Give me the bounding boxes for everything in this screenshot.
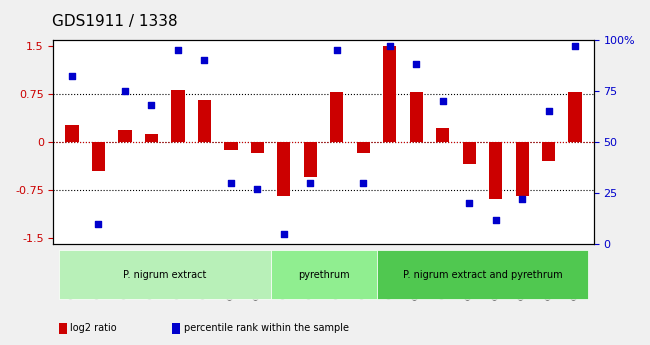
Bar bbox=[304, 142, 317, 177]
Point bbox=[385, 43, 395, 49]
Text: P. nigrum extract and pyrethrum: P. nigrum extract and pyrethrum bbox=[402, 270, 562, 280]
Point bbox=[491, 217, 501, 222]
Text: log2 ratio: log2 ratio bbox=[70, 324, 116, 333]
Point bbox=[464, 200, 474, 206]
Bar bbox=[224, 142, 237, 150]
FancyBboxPatch shape bbox=[58, 250, 270, 299]
Bar bbox=[145, 134, 158, 142]
Bar bbox=[172, 323, 181, 334]
Bar bbox=[463, 142, 476, 164]
Bar bbox=[172, 89, 185, 142]
Bar bbox=[277, 142, 291, 196]
FancyBboxPatch shape bbox=[376, 250, 588, 299]
Bar bbox=[66, 125, 79, 142]
Point bbox=[570, 43, 580, 49]
Text: GDS1911 / 1338: GDS1911 / 1338 bbox=[52, 14, 177, 29]
Bar bbox=[118, 130, 131, 142]
Point bbox=[332, 47, 342, 53]
Point bbox=[120, 88, 130, 93]
Bar bbox=[542, 142, 555, 161]
Point bbox=[226, 180, 236, 186]
Bar bbox=[436, 128, 449, 142]
Text: percentile rank within the sample: percentile rank within the sample bbox=[183, 324, 348, 333]
Point bbox=[437, 98, 448, 104]
Bar bbox=[383, 46, 396, 142]
Point bbox=[173, 47, 183, 53]
Point bbox=[279, 231, 289, 237]
Point bbox=[199, 57, 209, 63]
Bar bbox=[58, 323, 66, 334]
Point bbox=[305, 180, 315, 186]
Text: pyrethrum: pyrethrum bbox=[298, 270, 350, 280]
Bar bbox=[569, 92, 582, 142]
Point bbox=[146, 102, 157, 108]
Bar bbox=[410, 92, 423, 142]
Bar bbox=[92, 142, 105, 170]
Bar bbox=[330, 92, 343, 142]
FancyBboxPatch shape bbox=[270, 250, 376, 299]
Point bbox=[543, 108, 554, 114]
Point bbox=[252, 186, 263, 191]
Point bbox=[358, 180, 369, 186]
Bar bbox=[489, 142, 502, 199]
Bar bbox=[515, 142, 529, 196]
Bar bbox=[251, 142, 264, 153]
Point bbox=[517, 196, 527, 202]
Point bbox=[94, 221, 104, 226]
Point bbox=[67, 74, 77, 79]
Bar bbox=[198, 100, 211, 142]
Text: P. nigrum extract: P. nigrum extract bbox=[123, 270, 206, 280]
Point bbox=[411, 61, 421, 67]
Bar bbox=[357, 142, 370, 154]
